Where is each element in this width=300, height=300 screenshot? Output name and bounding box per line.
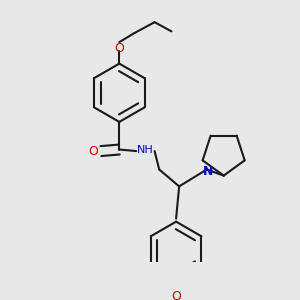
Text: N: N: [203, 165, 214, 178]
Text: NH: NH: [137, 145, 154, 154]
Text: O: O: [171, 290, 181, 300]
Text: O: O: [88, 145, 98, 158]
Text: O: O: [114, 42, 124, 55]
